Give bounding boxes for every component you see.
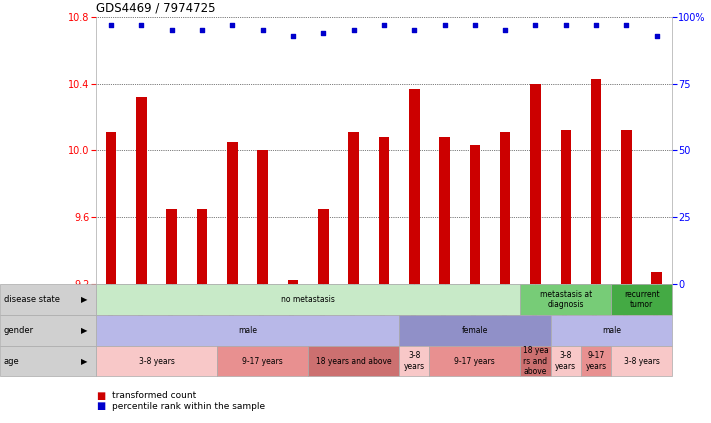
Bar bbox=[621, 130, 632, 284]
Point bbox=[196, 27, 208, 34]
Bar bbox=[227, 142, 237, 284]
Point bbox=[439, 22, 450, 28]
Text: female: female bbox=[461, 326, 488, 335]
Text: GDS4469 / 7974725: GDS4469 / 7974725 bbox=[96, 2, 215, 15]
Bar bbox=[439, 137, 450, 284]
Point bbox=[590, 22, 602, 28]
Text: ▶: ▶ bbox=[81, 326, 87, 335]
Point bbox=[409, 27, 420, 34]
Text: ■: ■ bbox=[96, 390, 105, 401]
Text: recurrent
tumor: recurrent tumor bbox=[624, 290, 659, 309]
Bar bbox=[530, 84, 541, 284]
Text: male: male bbox=[238, 326, 257, 335]
Text: 9-17 years: 9-17 years bbox=[242, 357, 283, 365]
Text: 9-17
years: 9-17 years bbox=[586, 352, 606, 371]
Point bbox=[469, 22, 481, 28]
Text: 3-8 years: 3-8 years bbox=[139, 357, 174, 365]
Text: transformed count: transformed count bbox=[112, 391, 196, 400]
Text: metastasis at
diagnosis: metastasis at diagnosis bbox=[540, 290, 592, 309]
Bar bbox=[136, 97, 146, 284]
Point bbox=[287, 32, 299, 39]
Text: 18 years and above: 18 years and above bbox=[316, 357, 392, 365]
Bar bbox=[651, 272, 662, 284]
Text: disease state: disease state bbox=[4, 295, 60, 304]
Point bbox=[136, 22, 147, 28]
Point bbox=[621, 22, 632, 28]
Text: gender: gender bbox=[4, 326, 33, 335]
Bar bbox=[348, 132, 359, 284]
Point bbox=[318, 30, 329, 36]
Bar bbox=[560, 130, 571, 284]
Text: ▶: ▶ bbox=[81, 357, 87, 365]
Bar bbox=[288, 280, 299, 284]
Point bbox=[227, 22, 238, 28]
Bar bbox=[106, 132, 117, 284]
Bar bbox=[469, 146, 480, 284]
Text: age: age bbox=[4, 357, 19, 365]
Bar bbox=[379, 137, 389, 284]
Bar bbox=[318, 209, 328, 284]
Point bbox=[348, 27, 359, 34]
Text: ▶: ▶ bbox=[81, 295, 87, 304]
Point bbox=[651, 32, 663, 39]
Point bbox=[257, 27, 268, 34]
Bar bbox=[257, 151, 268, 284]
Text: 3-8
years: 3-8 years bbox=[404, 352, 424, 371]
Bar bbox=[409, 89, 419, 284]
Text: male: male bbox=[602, 326, 621, 335]
Point bbox=[166, 27, 178, 34]
Bar bbox=[166, 209, 177, 284]
Text: no metastasis: no metastasis bbox=[282, 295, 335, 304]
Point bbox=[530, 22, 541, 28]
Point bbox=[105, 22, 117, 28]
Point bbox=[378, 22, 390, 28]
Text: 3-8 years: 3-8 years bbox=[624, 357, 660, 365]
Text: 9-17 years: 9-17 years bbox=[454, 357, 496, 365]
Text: ■: ■ bbox=[96, 401, 105, 411]
Bar bbox=[591, 79, 602, 284]
Text: 18 yea
rs and
above: 18 yea rs and above bbox=[523, 346, 548, 376]
Text: 3-8
years: 3-8 years bbox=[555, 352, 577, 371]
Point bbox=[500, 27, 511, 34]
Bar bbox=[197, 209, 208, 284]
Bar bbox=[500, 132, 510, 284]
Text: percentile rank within the sample: percentile rank within the sample bbox=[112, 401, 264, 411]
Point bbox=[560, 22, 572, 28]
